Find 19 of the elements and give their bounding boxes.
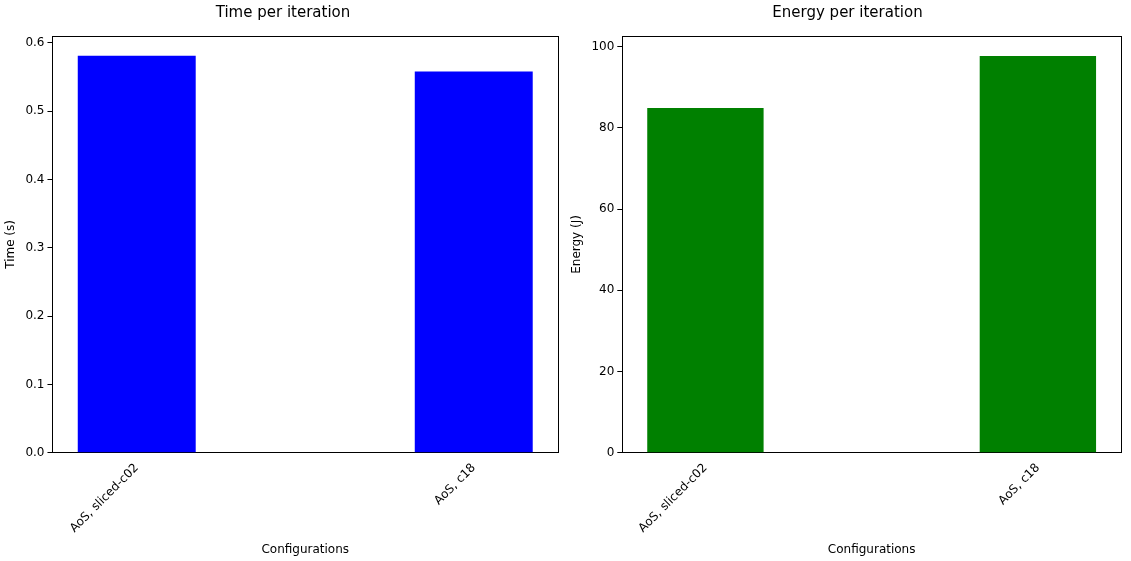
y-tick-label: 0.2 [25,308,45,323]
y-tick-label: 20 [599,363,615,378]
x-axis-title: Configurations [827,541,916,556]
y-tick-label: 80 [599,119,615,134]
y-tick-label: 0.4 [25,171,45,186]
y-tick-label: 0.6 [25,34,45,49]
y-tick-label: 0.5 [25,103,45,118]
y-axis-title: Time (s) [3,220,18,270]
y-tick-label: 60 [599,201,615,216]
y-tick-label: 0.3 [25,239,45,254]
chart-title: Time per iteration [214,2,351,21]
y-axis-title: Energy (J) [569,215,584,274]
y-tick-label: 0.1 [25,376,45,391]
y-tick-label: 40 [599,282,615,297]
x-axis-title: Configurations [261,541,350,556]
y-tick-label: 100 [591,38,615,53]
y-tick-label: 0.0 [25,444,45,459]
chart-title: Energy per iteration [772,2,923,21]
y-tick-label: 0 [606,444,615,459]
